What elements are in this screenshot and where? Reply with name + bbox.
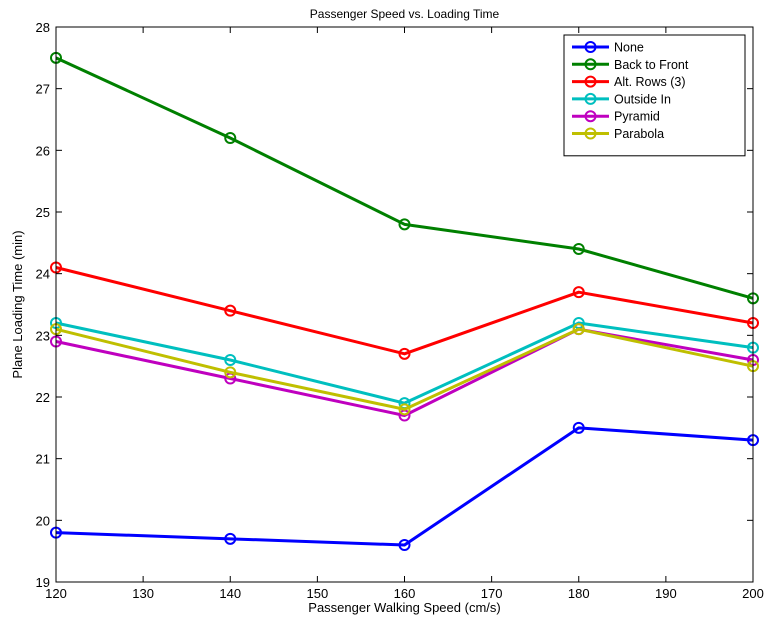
x-tick-label: 120 [45, 586, 67, 601]
legend-swatch-marker [584, 58, 597, 71]
data-point [572, 243, 585, 255]
x-tick-label: 140 [219, 586, 241, 601]
legend-item: Outside In [572, 92, 671, 106]
y-tick-label: 20 [36, 513, 50, 528]
data-point [572, 323, 585, 336]
legend-swatch-marker [584, 110, 597, 123]
series-line [55, 266, 754, 356]
data-point [572, 286, 585, 299]
chart-title: Passenger Speed vs. Loading Time [310, 7, 500, 21]
y-tick-label: 19 [36, 575, 50, 590]
series-line [55, 321, 754, 405]
y-tick-label: 28 [36, 20, 50, 35]
data-point [224, 304, 237, 317]
legend-label: None [614, 41, 644, 55]
series-line [55, 327, 754, 417]
y-tick-label: 23 [36, 328, 50, 343]
legend-swatch-marker [584, 127, 597, 140]
axes-layer: 120 130 140 150 160 170 180 190 200 19 20 21 22 23 24 2… [36, 20, 764, 601]
legend-label: Parabola [614, 127, 664, 141]
legend-label: Pyramid [614, 110, 660, 124]
legend-item: Back to Front [572, 58, 689, 72]
x-tick-label: 130 [132, 586, 154, 601]
legend-swatch-marker [584, 75, 597, 88]
data-point [224, 366, 237, 379]
y-tick-label: 26 [36, 143, 50, 158]
x-tick-label: 180 [568, 586, 590, 601]
legend-item: Parabola [572, 127, 664, 141]
series-5 [50, 323, 759, 416]
y-tick-label: 21 [36, 452, 50, 467]
data-point [398, 347, 411, 360]
legend-item: Pyramid [572, 110, 660, 124]
data-point [224, 532, 237, 545]
y-axis-title: Plane Loading Time (min) [10, 230, 25, 378]
data-point [224, 132, 237, 144]
legend-item: None [572, 41, 644, 55]
data-point [572, 421, 585, 434]
series-line [55, 56, 754, 300]
data-point [398, 218, 411, 231]
data-point [398, 539, 411, 551]
legend-label: Alt. Rows (3) [614, 75, 686, 89]
x-tick-label: 170 [481, 586, 503, 601]
y-tick-label: 22 [36, 390, 50, 405]
x-axis-title: Passenger Walking Speed (cm/s) [308, 600, 500, 615]
x-tick-label: 160 [394, 586, 416, 601]
y-tick-label: 24 [36, 267, 50, 282]
series-line [55, 327, 754, 411]
legend-label: Outside In [614, 92, 671, 106]
y-tick-label: 25 [36, 205, 50, 220]
legend-label: Back to Front [614, 58, 689, 72]
data-point [224, 354, 237, 366]
x-tick-label: 200 [742, 586, 764, 601]
x-tick-label: 190 [655, 586, 677, 601]
legend: None Back to Front Alt. Rows (3) Outside In… [563, 34, 746, 157]
series-line [55, 426, 754, 547]
y-tick-label: 27 [36, 82, 50, 97]
legend-item: Alt. Rows (3) [572, 75, 686, 89]
legend-swatch-marker [584, 92, 597, 105]
legend-swatch-marker [584, 41, 597, 53]
data-point [398, 403, 411, 416]
x-tick-label: 150 [307, 586, 329, 601]
